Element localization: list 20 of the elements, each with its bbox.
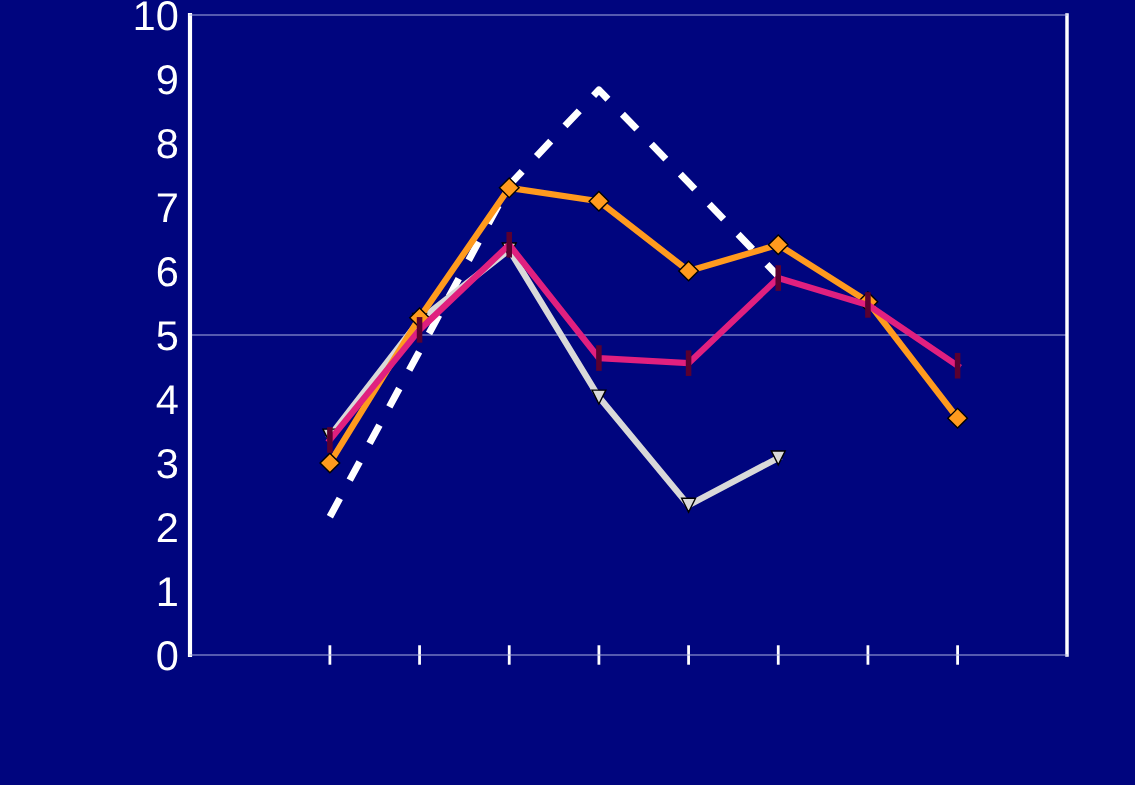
- y-tick-label: 2: [157, 513, 177, 543]
- point: [588, 190, 610, 212]
- point: [767, 234, 789, 256]
- y-tick-label: 1: [158, 577, 177, 607]
- point: [319, 452, 341, 474]
- y-tick-label: 0: [157, 641, 178, 671]
- point: [678, 260, 700, 282]
- point: [947, 407, 969, 429]
- y-tick-label: 8: [157, 129, 178, 159]
- y-tick-label: 9: [157, 65, 177, 95]
- y-tick-label: 5: [157, 321, 178, 351]
- y-tick-label: 6: [157, 257, 178, 287]
- point: [680, 497, 697, 513]
- y-tick-label: 7: [157, 193, 177, 223]
- y-tick-label: 3: [157, 449, 178, 479]
- y-tick-label: 10: [135, 1, 178, 31]
- y-tick-label: 4: [156, 385, 178, 415]
- point: [591, 389, 607, 405]
- point: [498, 177, 520, 199]
- point: [770, 450, 786, 466]
